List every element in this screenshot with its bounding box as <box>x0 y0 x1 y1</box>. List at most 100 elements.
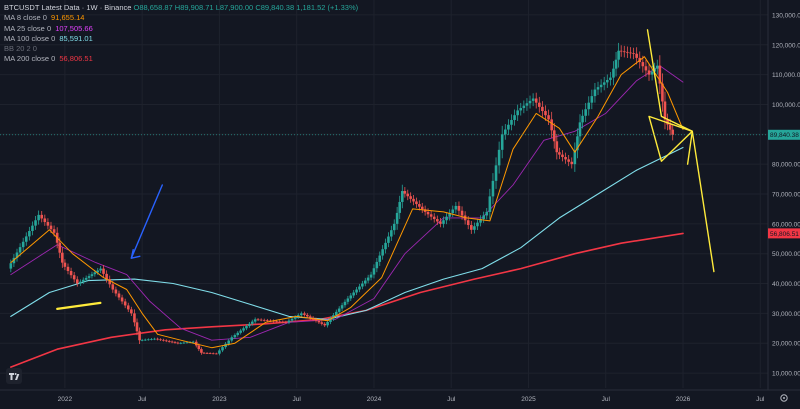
candle-body <box>250 321 254 324</box>
candle-body <box>602 82 606 85</box>
candle-body <box>398 201 402 213</box>
candle-body <box>69 271 73 276</box>
candle-body <box>340 305 344 309</box>
candle-body <box>300 313 303 316</box>
candle-body <box>395 212 399 224</box>
candle-body <box>266 320 269 322</box>
candle-body <box>248 323 251 327</box>
indicator-row[interactable]: MA 100 close 0 85,591.01 <box>4 34 358 44</box>
indicator-row[interactable]: MA 8 close 0 91,655.14 <box>4 13 358 23</box>
indicator-row[interactable]: BB 20 2 0 <box>4 44 358 54</box>
candle-body <box>253 319 257 322</box>
yellow-down-leg[interactable] <box>686 130 693 165</box>
candle-body <box>72 275 76 280</box>
candle-body <box>334 311 338 316</box>
candle-body <box>46 222 50 226</box>
candle-body <box>185 342 189 344</box>
candle-body <box>242 328 245 331</box>
price-tick-label: 100,000.00 <box>772 102 800 109</box>
yellow-projection-line[interactable] <box>646 29 715 273</box>
candle-body <box>156 338 159 340</box>
candle-body <box>429 214 433 217</box>
candle-body <box>547 115 550 120</box>
candle-body <box>406 193 410 197</box>
ma8-path[interactable] <box>10 56 684 349</box>
price-tick-label: 40,000.00 <box>772 281 800 288</box>
candle-body <box>629 52 632 54</box>
candle-body <box>448 213 451 217</box>
candle-body <box>278 321 281 323</box>
candle-body <box>550 119 553 131</box>
candle-body <box>179 342 183 344</box>
candle-body <box>81 279 85 282</box>
tradingview-logo-icon[interactable] <box>6 368 22 384</box>
time-tick-label: 2026 <box>676 396 691 403</box>
candle-body <box>457 205 461 211</box>
yellow-triangle[interactable] <box>648 115 693 162</box>
candle-body <box>90 274 94 277</box>
candle-body <box>541 106 544 112</box>
candle-body <box>349 295 353 299</box>
candle-body <box>516 110 519 116</box>
candle-body <box>470 225 473 230</box>
ma25-path[interactable] <box>10 65 684 341</box>
candle-body <box>105 273 108 280</box>
candle-body <box>259 319 263 321</box>
last-price-tag[interactable]: 89,840.38 <box>768 129 800 140</box>
candle-body <box>31 225 34 232</box>
candle-body <box>320 322 324 324</box>
candle-body <box>296 315 300 317</box>
candle-body <box>218 350 221 354</box>
candle-body <box>43 218 47 223</box>
candle-body <box>439 221 442 224</box>
candle-body <box>117 293 121 298</box>
candle-body <box>403 191 407 194</box>
candle-body <box>519 108 523 111</box>
candle-body <box>93 272 97 275</box>
candle-body <box>491 180 495 197</box>
candle-body <box>617 50 620 60</box>
candle-body <box>666 119 669 125</box>
candle-body <box>363 280 367 284</box>
candle-body <box>369 274 373 278</box>
candle-body <box>303 313 306 315</box>
candle-body <box>442 220 445 224</box>
last-price-tag-text: 89,840.38 <box>770 132 799 139</box>
indicator-value: 107,505.66 <box>55 23 93 33</box>
candle-body <box>400 191 404 202</box>
candle-body <box>451 209 455 214</box>
candle-body <box>343 301 347 306</box>
candle-body <box>245 326 248 329</box>
time-tick-label: Jul <box>756 396 765 403</box>
grid <box>0 0 768 388</box>
candle-body <box>387 236 390 243</box>
symbol-title[interactable]: BTCUSDT Latest Data · 1W · Binance <box>4 3 132 12</box>
candle-body <box>208 353 212 354</box>
ohlc-open: O88,658.87 <box>133 3 173 12</box>
candle-body <box>37 214 40 221</box>
candle-body <box>558 152 561 155</box>
ma200-price-tag[interactable]: 56,806.51 <box>768 228 800 239</box>
candle-body <box>552 130 556 142</box>
indicator-row[interactable]: MA 200 close 0 56,806.51 <box>4 54 358 64</box>
candle-body <box>140 339 144 341</box>
blue-arrow-line[interactable] <box>130 184 163 259</box>
candle-body <box>418 204 421 207</box>
candle-body <box>658 65 662 84</box>
yellow-highlight-stroke[interactable] <box>56 301 102 310</box>
ohlc-low: L87,900.00 <box>215 3 254 12</box>
ma100-path[interactable] <box>10 146 684 320</box>
indicator-value: 85,591.01 <box>59 33 93 43</box>
ohlc-close: C89,840.38 <box>255 3 295 12</box>
candle-body <box>114 289 118 294</box>
candle-body <box>426 211 430 215</box>
candle-body <box>211 353 215 355</box>
candle-body <box>61 252 64 263</box>
gear-icon[interactable] <box>779 393 789 403</box>
candle-body <box>578 122 582 137</box>
candle-body <box>159 339 162 341</box>
ma100-line <box>10 146 684 320</box>
indicator-row[interactable]: MA 25 close 0 107,505.66 <box>4 24 358 34</box>
